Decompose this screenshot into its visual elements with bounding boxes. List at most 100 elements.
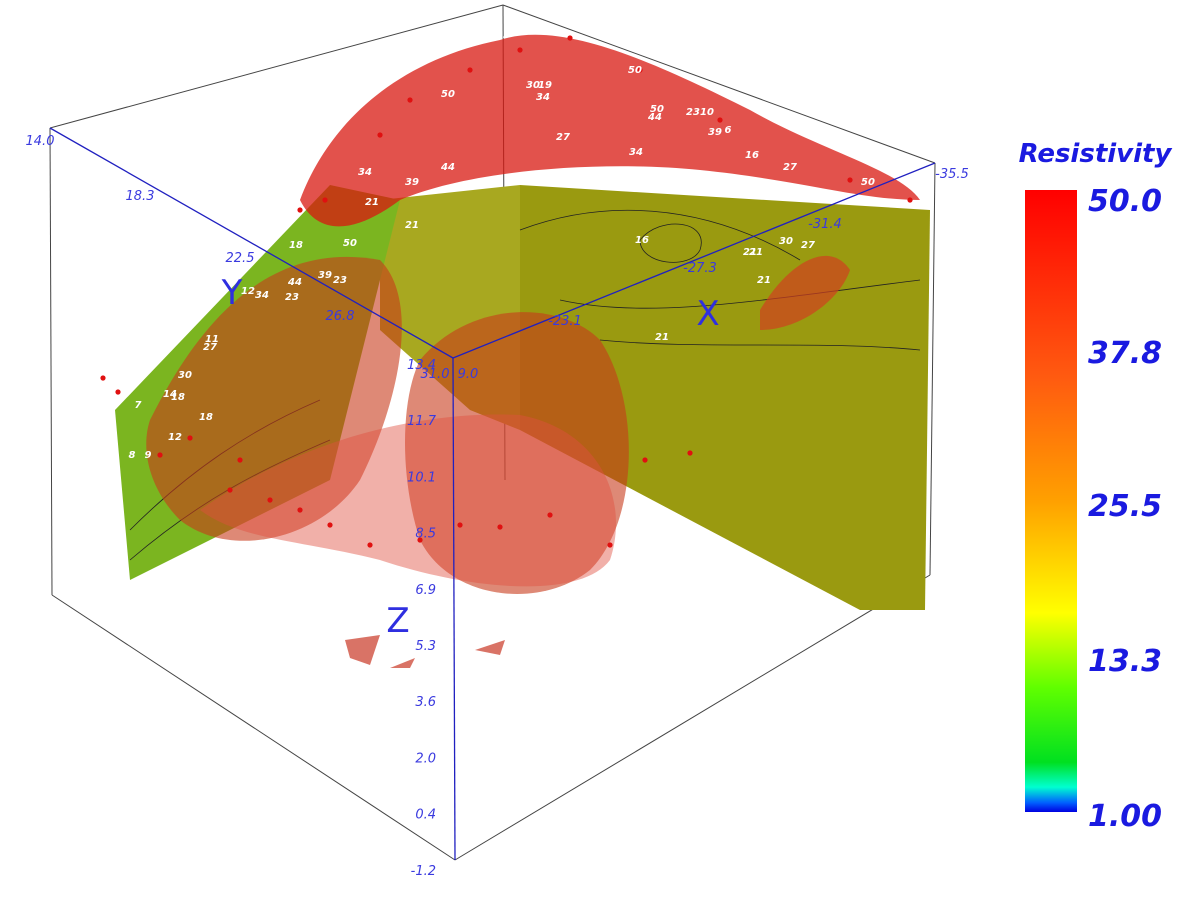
sample-point [907, 197, 913, 203]
contour-label: 19 [538, 80, 552, 91]
sample-points [100, 35, 913, 548]
z-tick-label: 2.0 [415, 751, 436, 766]
contour-label: 10 [700, 107, 714, 118]
contour-label: 23 [496, 30, 510, 41]
contour-label: 23 [333, 275, 347, 286]
contour-label: 50 [650, 104, 664, 115]
y-tick-label: 18.3 [126, 189, 155, 204]
contour-label: 9 [145, 450, 152, 461]
contour-label: 50 [343, 238, 357, 249]
contour-label: 30 [526, 80, 540, 91]
contour-label: 27 [801, 240, 815, 251]
contour-label: 7 [135, 400, 142, 411]
contour-label: 27 [203, 342, 217, 353]
contour-label: 23 [618, 167, 632, 178]
colorbar [1025, 190, 1077, 812]
contour-label: 39 [708, 127, 722, 138]
sample-point [237, 457, 243, 463]
contour-label: 21 [365, 197, 379, 208]
sample-point [297, 207, 303, 213]
axes [49, 127, 936, 861]
contour-label: 21 [743, 247, 757, 258]
colorbar-tick-label: 25.5 [1088, 489, 1162, 524]
contour-label: 27 [508, 20, 522, 31]
contour-label: 21 [655, 332, 669, 343]
y-tick-label: 22.5 [226, 251, 255, 266]
x-tick-label: -27.3 [683, 261, 717, 276]
z-tick-label: 13.4 [407, 358, 436, 373]
contour-label: 12 [241, 286, 255, 297]
sample-point [407, 97, 413, 103]
contour-label: 8 [129, 450, 136, 461]
contour-label: 16 [635, 235, 649, 246]
isosurface [146, 34, 920, 668]
contour-label: 12 [168, 432, 182, 443]
contour-label: 21 [749, 247, 763, 258]
z-tick-label: 3.6 [415, 695, 436, 710]
sample-point [497, 524, 503, 530]
sample-point [157, 452, 163, 458]
sample-point [100, 375, 106, 381]
contour-label: 14 [163, 389, 177, 400]
x-tick-label: -35.5 [935, 167, 969, 182]
colorbar-title: Resistivity [1019, 139, 1173, 169]
contour-label: 50 [441, 89, 455, 100]
sample-point [467, 67, 473, 73]
contour-label: 39 [318, 270, 332, 281]
contour-label: 34 [629, 147, 643, 158]
contour-label: 50 [861, 177, 875, 188]
sample-point [517, 47, 523, 53]
contour-label: 34 [536, 92, 550, 103]
sample-point [607, 542, 613, 548]
colorbar-tick-label: 13.3 [1088, 644, 1162, 679]
contour-label: 6 [725, 125, 732, 136]
x-tick-label: 9.0 [458, 367, 479, 382]
colorbar-tick-label: 50.0 [1088, 184, 1162, 219]
x-tick-label: -31.4 [808, 217, 842, 232]
sample-point [687, 450, 693, 456]
sample-point [267, 497, 273, 503]
axis-label: Z [386, 601, 409, 641]
contour-label: 27 [783, 162, 797, 173]
colorbar-tick-label: 1.00 [1088, 799, 1162, 834]
z-tick-label: 0.4 [415, 808, 436, 823]
contour-label: 50 [628, 65, 642, 76]
z-tick-label: 8.5 [415, 527, 436, 542]
sample-point [457, 522, 463, 528]
sample-point [322, 197, 328, 203]
x-tick-label: -23.1 [548, 314, 582, 329]
sample-point [567, 35, 573, 41]
z-tick-label: -1.2 [411, 864, 436, 879]
axis-label: X [696, 294, 719, 334]
axis-label: Y [221, 273, 243, 313]
z-tick-label: 5.3 [415, 639, 436, 654]
contour-label: 44 [730, 187, 745, 198]
y-tick-label: 26.8 [326, 309, 355, 324]
sample-point [297, 507, 303, 513]
z-tick-label: 6.9 [415, 583, 436, 598]
sample-point [187, 435, 193, 441]
contour-label: 21 [757, 275, 771, 286]
sample-point [327, 522, 333, 528]
sample-point [547, 512, 553, 518]
contour-label: 39 [405, 177, 419, 188]
sample-point [227, 487, 233, 493]
y-tick-label: 14.0 [26, 134, 55, 149]
sample-point [642, 457, 648, 463]
contour-label: 30 [178, 370, 192, 381]
contour-label: 44 [287, 277, 302, 288]
sample-point [115, 389, 121, 395]
sample-point [637, 67, 643, 73]
z-tick-label: 11.7 [407, 414, 437, 429]
contour-label: 11 [205, 334, 219, 345]
contour-label: 30 [779, 236, 793, 247]
sample-point [417, 537, 423, 543]
contour-label: 21 [405, 220, 419, 231]
contour-label: 18 [199, 412, 213, 423]
colorbar-tick-label: 37.8 [1088, 336, 1162, 371]
contour-label: 18 [171, 392, 185, 403]
contour-label: 44 [440, 162, 455, 173]
contour-label: 34 [255, 290, 269, 301]
sample-point [847, 177, 853, 183]
